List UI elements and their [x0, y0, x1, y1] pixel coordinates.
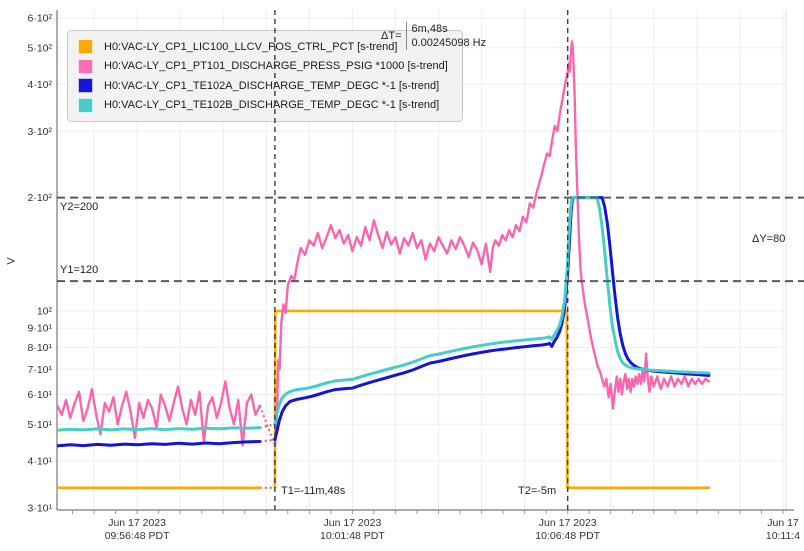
y-tick-label: 5·10¹ — [27, 419, 52, 431]
series-line — [57, 426, 262, 432]
x-tick-label: Jun 17 2023 — [539, 517, 597, 529]
series-line — [57, 440, 262, 448]
y-tick-label: 10² — [37, 305, 53, 317]
legend-swatch — [78, 39, 93, 55]
x-tick-label: 10:01:48 PDT — [320, 530, 385, 542]
x-tick-label: Jun 17 2023 — [108, 517, 166, 529]
y-tick-label: 8·10¹ — [27, 342, 52, 354]
legend-item-label: H0:VAC-LY_CP1_TE102B_DISCHARGE_TEMP_DEGC… — [104, 99, 440, 112]
legend-item-label: H0:VAC-LY_CP1_TE102A_DISCHARGE_TEMP_DEGC… — [104, 79, 440, 92]
y-tick-label: 4·10¹ — [27, 455, 52, 467]
t2-cursor-label: T2=-5m — [518, 485, 557, 497]
delta-t-annotation: ΔT= 6m,48s 0.00245098 Hz — [381, 22, 486, 50]
y-tick-label: 2·10² — [27, 192, 52, 204]
legend-item-label: H0:VAC-LY_CP1_LIC100_LLCV_POS_CTRL_PCT [… — [104, 40, 398, 53]
y-tick-label: 9·10¹ — [27, 323, 52, 335]
t1-cursor-label: T1=-11m,48s — [281, 485, 346, 497]
x-tick-label: 10:11:4 — [766, 530, 800, 542]
y-tick-label: 6·10¹ — [27, 389, 52, 401]
y-tick-label: 7·10¹ — [27, 364, 52, 376]
y1-reference-label: Y1=120 — [60, 264, 99, 276]
series-line — [273, 196, 711, 426]
x-tick-label: Jun 17 2023 — [323, 517, 381, 529]
legend: H0:VAC-LY_CP1_LIC100_LLCV_POS_CTRL_PCT [… — [67, 30, 463, 122]
x-tick-label: 10:06:48 PDT — [535, 530, 600, 542]
series-line — [273, 40, 711, 447]
y-tick-label: 3·10² — [27, 126, 52, 138]
y-axis-title: V — [5, 257, 18, 265]
legend-item[interactable]: H0:VAC-LY_CP1_TE102A_DISCHARGE_TEMP_DEGC… — [78, 76, 448, 96]
x-tick-label: Jun 17 — [767, 517, 799, 529]
delta-y-label: ΔY=80 — [752, 233, 786, 245]
series-line — [273, 196, 711, 442]
legend-swatch — [78, 58, 93, 74]
legend-item[interactable]: H0:VAC-LY_CP1_PT101_DISCHARGE_PRESS_PSIG… — [78, 57, 448, 77]
y-tick-label: 4·10² — [27, 79, 52, 91]
y-tick-label: 6·10² — [27, 13, 52, 25]
legend-item-label: H0:VAC-LY_CP1_PT101_DISCHARGE_PRESS_PSIG… — [104, 60, 448, 73]
x-tick-label: 09:56:48 PDT — [105, 530, 170, 542]
delta-t-values: 6m,48s 0.00245098 Hz — [405, 22, 487, 50]
legend-swatch — [78, 97, 93, 113]
y-tick-label: 5·10² — [27, 42, 52, 54]
delta-t-label: ΔT= — [381, 30, 402, 42]
series-line — [57, 380, 261, 447]
y-tick-label: 3·10¹ — [27, 502, 52, 514]
legend-item[interactable]: H0:VAC-LY_CP1_TE102B_DISCHARGE_TEMP_DEGC… — [78, 96, 448, 116]
legend-swatch — [78, 78, 93, 94]
legend-item[interactable]: H0:VAC-LY_CP1_LIC100_LLCV_POS_CTRL_PCT [… — [78, 37, 448, 57]
delta-t-frequency: 0.00245098 Hz — [411, 37, 487, 49]
delta-t-duration: 6m,48s — [411, 23, 448, 35]
y2-reference-label: Y2=200 — [60, 201, 99, 213]
data-gap-connector — [258, 405, 276, 446]
